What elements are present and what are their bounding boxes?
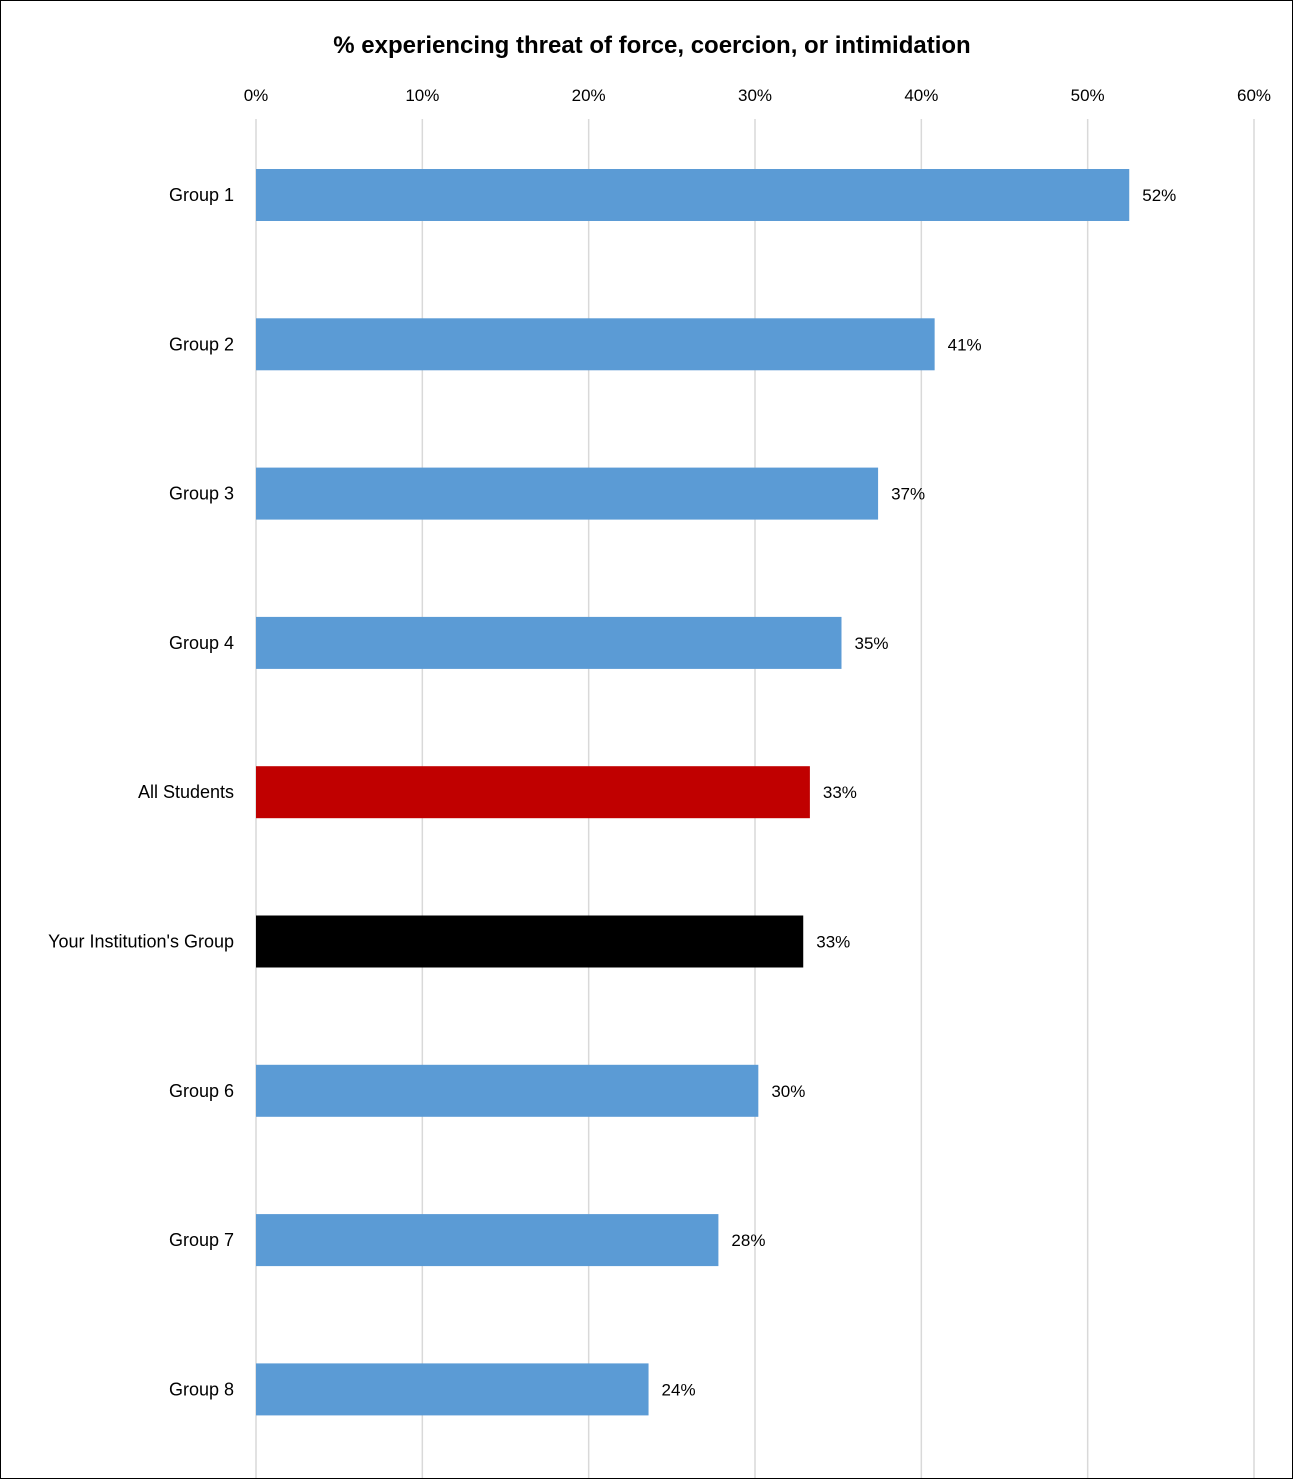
bar [256,318,935,371]
bar [256,1064,759,1117]
data-label: 37% [891,485,925,504]
bar [256,766,810,819]
bar [256,1214,719,1267]
category-label: Group 1 [169,185,234,205]
data-label: 24% [662,1380,696,1399]
data-label: 30% [771,1082,805,1101]
bar [256,169,1130,221]
x-tick-label: 0% [244,86,269,105]
bar [256,467,879,520]
data-label: 33% [816,933,850,952]
bar [256,616,842,669]
category-labels: Group 1 Group 2 Group 3 Group 4 All Students… [48,185,234,1399]
data-label: 41% [948,335,982,354]
x-tick-label: 60% [1237,86,1271,105]
x-tick-label: 30% [738,86,772,105]
category-label: Group 7 [169,1230,234,1250]
category-label: Group 6 [169,1081,234,1101]
bar [256,915,804,968]
category-label: Group 8 [169,1379,234,1399]
x-tick-label: 10% [405,86,439,105]
x-tick-label: 50% [1071,86,1105,105]
bars [256,169,1130,1416]
category-label: Group 4 [169,633,234,653]
data-label: 52% [1142,186,1176,205]
category-label: Your Institution's Group [48,932,234,952]
data-labels: 52% 41% 37% 35% 33% 33% 30% 28% 24% [662,186,1177,1399]
data-label: 33% [823,783,857,802]
data-label: 35% [854,634,888,653]
x-tick-label: 40% [904,86,938,105]
category-label: All Students [138,782,234,802]
x-axis-ticks: 0% 10% 20% 30% 40% 50% 60% [244,86,1271,105]
category-label: Group 3 [169,484,234,504]
x-tick-label: 20% [572,86,606,105]
bar [256,1363,649,1416]
category-label: Group 2 [169,334,234,354]
chart-title: % experiencing threat of force, coercion… [333,32,970,59]
data-label: 28% [731,1231,765,1250]
